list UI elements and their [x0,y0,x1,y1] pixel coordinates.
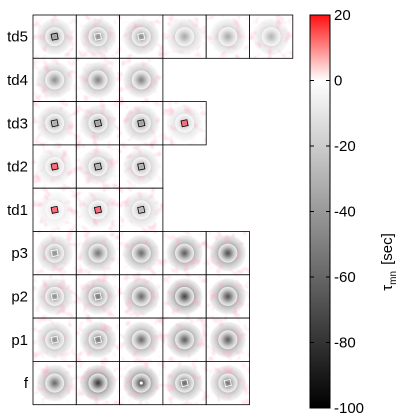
panel-p3-3 [119,231,164,276]
panel-p1-4 [162,317,207,362]
colorbar: 20 0 -20 -40 -60 -80 -100 τmn[sec] [309,7,399,417]
svg-text:-40: -40 [334,204,356,221]
colorbar-tick--20: -20 [310,138,356,155]
panel-td4-1 [32,57,77,102]
panel-p2-3 [119,274,164,319]
row-label-td3: td3 [7,115,28,132]
panel-p2-2 [75,274,121,319]
panel-p2-1 [32,274,77,319]
panel-td5-4 [162,14,207,59]
row-labels: td5 td4 td3 td2 td1 p3 p2 p1 f [7,29,29,392]
panel-p1-1 [32,317,77,362]
panel-f-2 [75,360,121,406]
row-label-p1: p1 [11,332,28,349]
svg-text:-60: -60 [334,269,356,286]
panel-p3-4 [162,231,207,276]
colorbar-tick--100: -100 [310,400,364,417]
panel-td3-1 [32,101,77,146]
panel-td3-2 [75,101,121,146]
colorbar-tick--40: -40 [310,204,356,221]
panel-p1-3 [119,317,164,362]
panel-td1-1 [32,187,77,232]
panel-td2-3 [119,144,164,189]
panel-grid [32,14,294,406]
panel-f-1 [32,360,77,406]
row-label-p3: p3 [11,245,28,262]
colorbar-tick-0: 0 [310,73,342,90]
panel-td2-2 [75,144,121,189]
svg-text:20: 20 [334,7,351,24]
svg-text:-20: -20 [334,138,356,155]
row-label-td5: td5 [7,29,28,46]
panel-td2-1 [32,144,77,189]
panel-td5-5 [205,14,250,59]
panel-td3-3 [119,101,164,146]
colorbar-tick-20: 20 [310,7,351,24]
panel-p2-5 [205,274,250,319]
panel-f-4 [162,360,207,406]
row-label-td4: td4 [7,72,28,89]
row-label-td1: td1 [7,202,28,219]
panel-p3-2 [75,231,121,276]
row-label-td2: td2 [7,159,28,176]
panel-p1-2 [75,317,121,362]
svg-text:0: 0 [334,73,342,90]
panel-f-3 [119,360,164,406]
panel-td1-2 [75,187,121,232]
panel-p3-1 [32,231,77,276]
row-label-f: f [24,375,29,392]
panel-td1-3 [119,187,164,232]
panel-p1-5 [205,317,250,362]
svg-text:-100: -100 [334,400,364,417]
panel-p2-4 [162,274,207,319]
panel-td5-1 [32,14,77,59]
panel-td4-2 [75,57,121,102]
panel-td5-2 [75,14,121,59]
colorbar-ticks: 20 0 -20 -40 -60 -80 -100 [310,7,364,417]
panel-td4-3 [119,57,164,102]
panel-td3-4 [162,101,207,146]
colorbar-label: τmn[sec] [379,233,399,291]
panel-td5-6 [249,14,294,59]
colorbar-tick--80: -80 [310,335,356,352]
row-label-p2: p2 [11,288,28,305]
colorbar-tick--60: -60 [310,269,356,286]
svg-text:-80: -80 [334,335,356,352]
panel-p3-5 [205,231,250,276]
panel-td5-3 [119,14,164,59]
panel-f-5 [205,360,250,406]
